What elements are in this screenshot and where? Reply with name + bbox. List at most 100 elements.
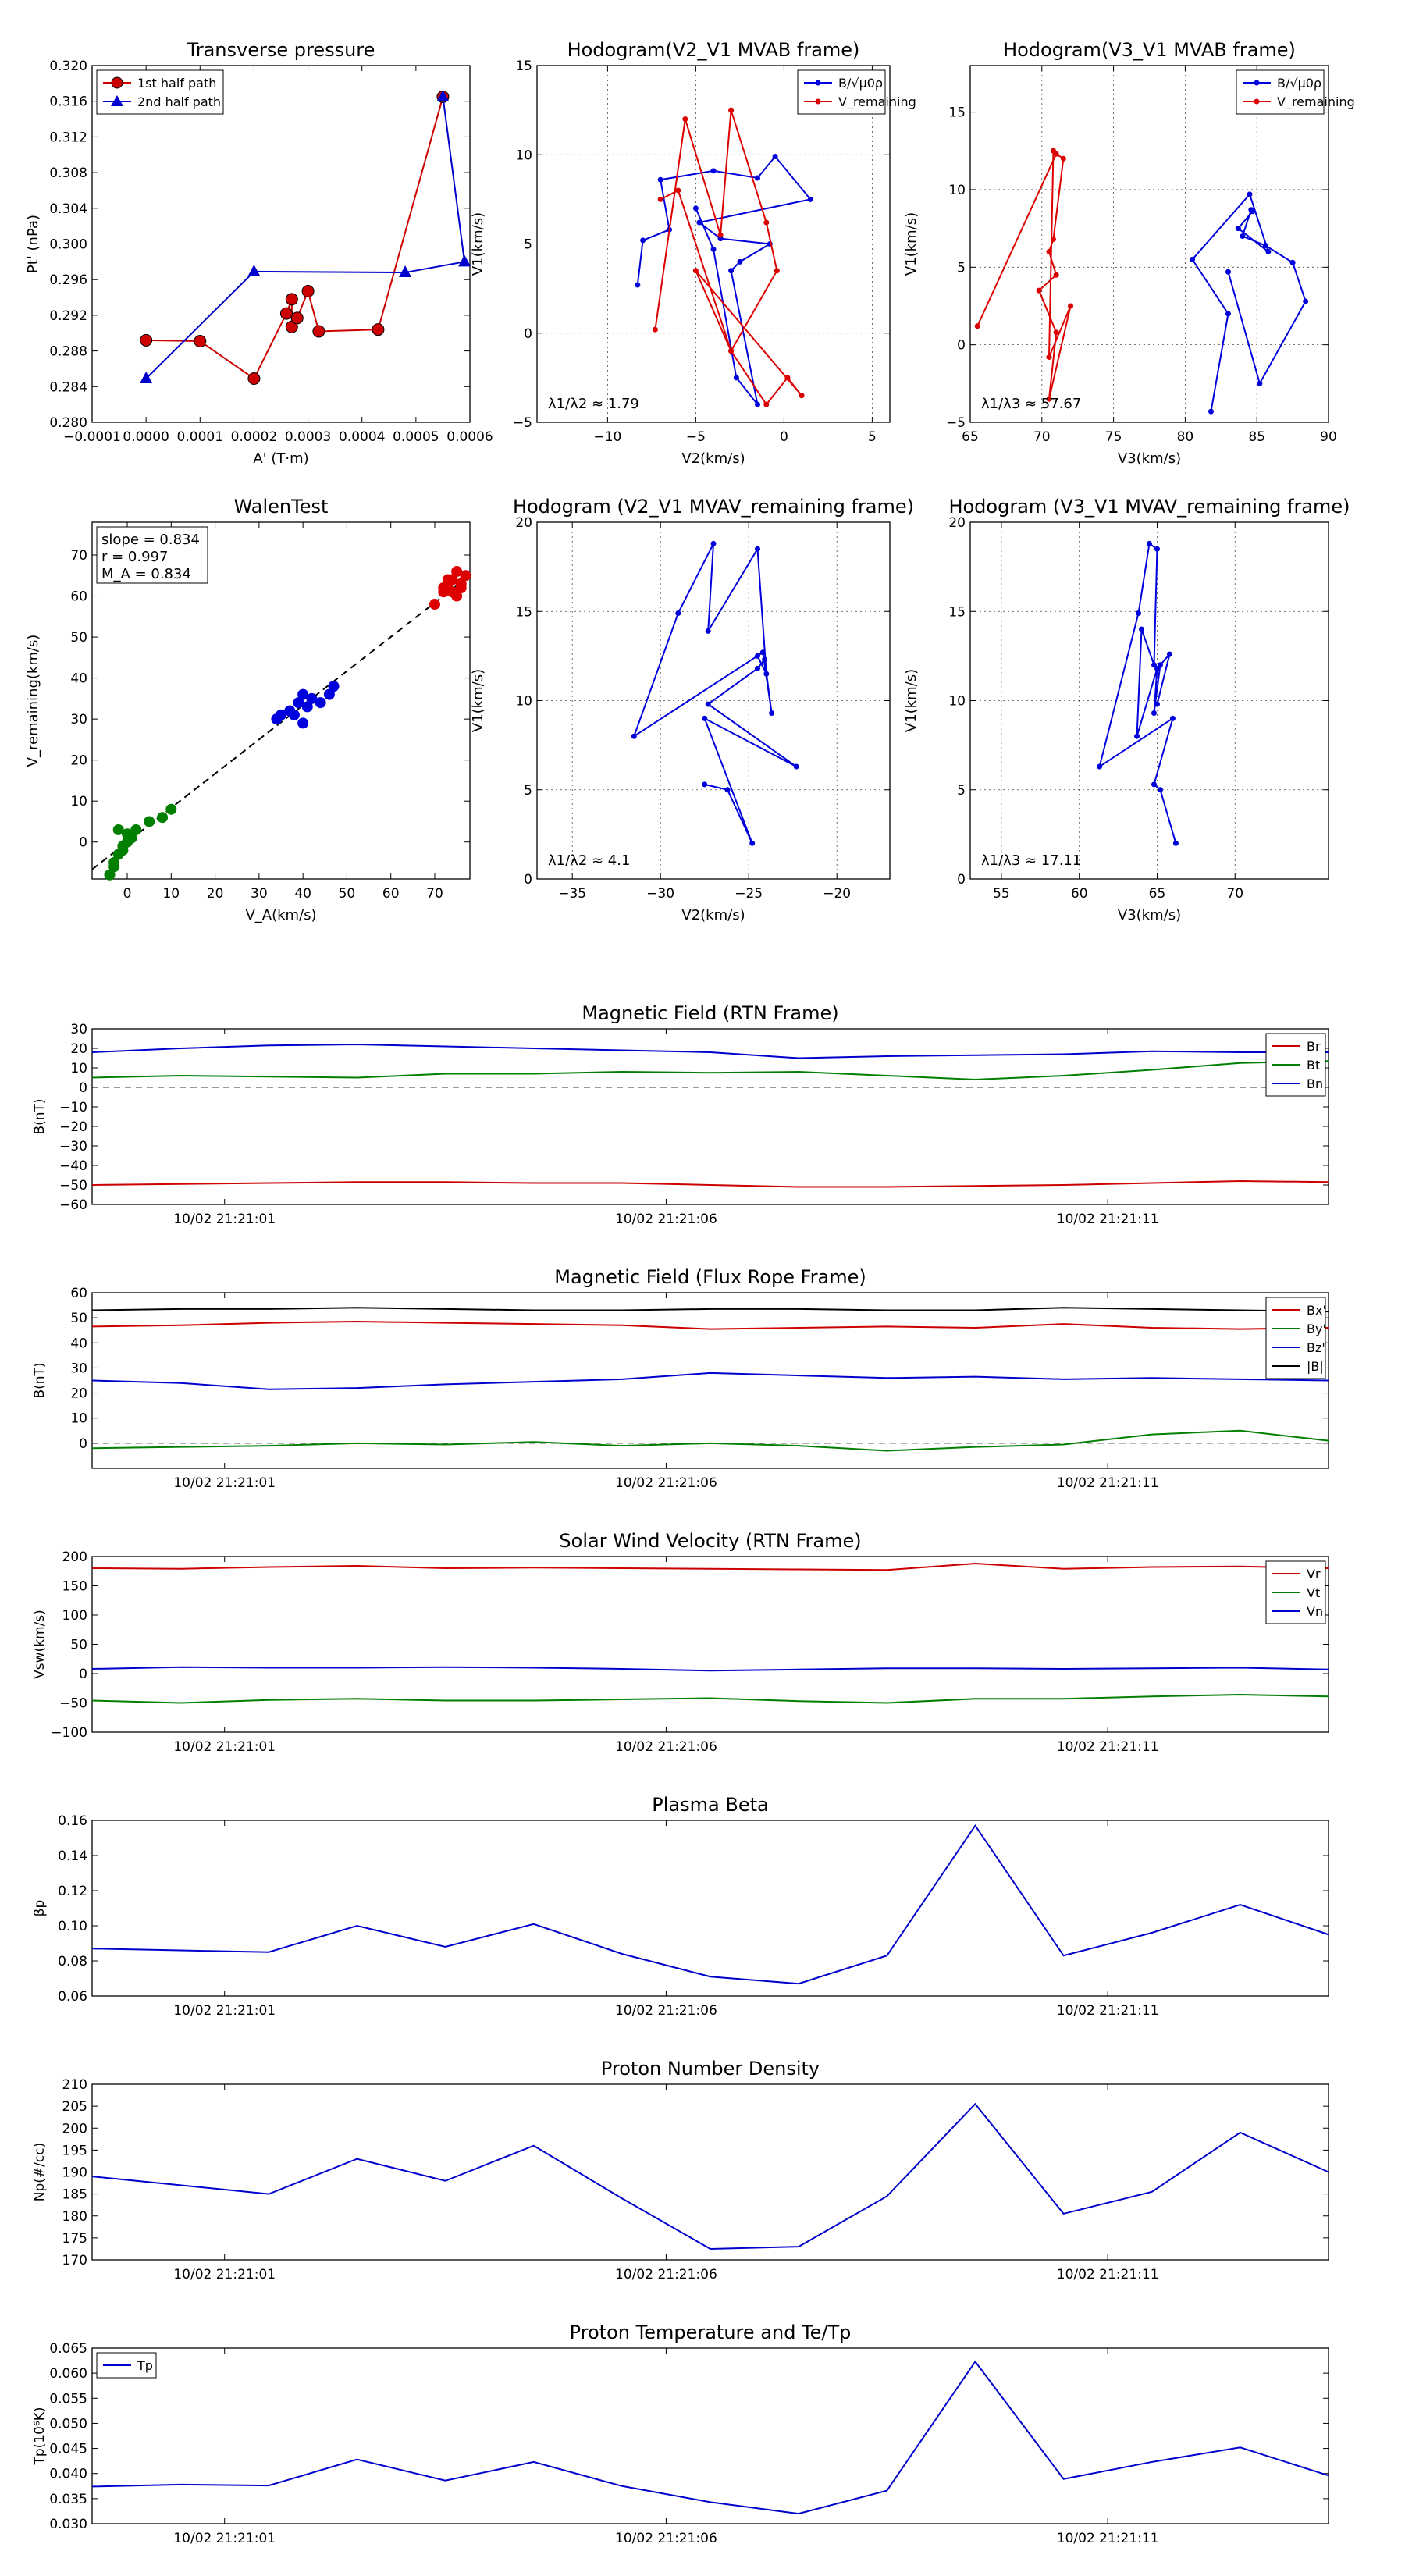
data-point — [702, 715, 708, 721]
tick-label-y: 30 — [70, 712, 87, 728]
data-point — [1172, 840, 1179, 846]
data-point — [279, 307, 293, 320]
tick-label-y: 40 — [70, 671, 87, 687]
legend-label: |B| — [1307, 1359, 1324, 1374]
plot-frame — [91, 1556, 1329, 1733]
data-point — [323, 688, 335, 700]
data-point — [1136, 610, 1142, 617]
data-point — [1225, 269, 1231, 275]
tick-label-y: 175 — [62, 2231, 87, 2247]
series-line — [91, 1693, 1329, 1704]
tick-label-x: 10/02 21:21:06 — [615, 1475, 717, 1491]
tick-label-y: 0.292 — [49, 308, 87, 324]
data-point — [755, 546, 760, 552]
data-point — [372, 323, 385, 336]
tick-label-y: 0.06 — [58, 1989, 87, 2005]
tick-label-y: 195 — [62, 2143, 87, 2158]
tick-label-y: 0.030 — [49, 2517, 87, 2532]
legend-label: B/√μ0ρ — [1277, 76, 1321, 91]
annotation: λ1/λ2 ≈ 1.79 — [548, 396, 639, 412]
tick-label-y: 10 — [515, 148, 532, 163]
tick-label-x: 0.0004 — [339, 429, 385, 445]
data-point — [301, 701, 313, 713]
tick-label-x: 10 — [162, 886, 180, 902]
tick-label-y: 0.050 — [49, 2416, 87, 2432]
data-point — [144, 816, 155, 827]
tick-label-y: 0 — [524, 872, 532, 888]
data-point — [112, 824, 124, 835]
data-point — [140, 333, 153, 347]
tick-label-x: −35 — [558, 886, 586, 902]
tick-label-y: 20 — [70, 753, 87, 769]
tick-label-x: −5 — [686, 429, 706, 445]
tick-label-x: 0.0000 — [123, 429, 169, 445]
tick-label-y: 0.304 — [49, 201, 87, 217]
data-point — [974, 323, 980, 329]
legend-marker — [815, 80, 821, 86]
axis-label-y: βp — [32, 1900, 48, 1917]
tick-label-y: −5 — [946, 415, 966, 431]
axis-label-x: V2(km/s) — [681, 450, 745, 467]
tick-label-y: 0.14 — [58, 1848, 87, 1864]
data-point — [728, 348, 735, 354]
data-point — [675, 187, 681, 194]
chart-beta: Plasma Beta 0.06 0.08 0.10 0.12 0.14 0.16 10/02… — [32, 1794, 1329, 2019]
plot-frame — [91, 1820, 1329, 1997]
legend-marker — [1254, 98, 1260, 105]
tick-label-y: 15 — [515, 59, 532, 74]
axis-label-y: B(nT) — [32, 1098, 48, 1134]
data-point — [657, 196, 663, 202]
legend-label: B/√μ0ρ — [838, 76, 883, 91]
tick-label-x: 80 — [1177, 429, 1194, 445]
chart-bfield_rtn: Magnetic Field (RTN Frame) −60 −50 −40 −30 −2… — [32, 1002, 1329, 1227]
legend-label: Vt — [1307, 1585, 1320, 1600]
annotation: λ1/λ3 ≈ 17.11 — [981, 852, 1081, 869]
data-point — [1147, 540, 1152, 546]
data-point — [733, 375, 739, 381]
data-point — [1053, 272, 1059, 278]
tick-label-y: 0.055 — [49, 2391, 87, 2407]
tick-label-x: 10/02 21:21:01 — [173, 1475, 276, 1491]
data-point — [710, 540, 717, 546]
data-point — [755, 175, 760, 181]
data-point — [297, 688, 309, 700]
tick-label-y: 0.12 — [58, 1884, 87, 1899]
data-point — [1151, 781, 1157, 788]
series-line — [91, 1666, 1329, 1672]
tick-label-y: 0 — [957, 872, 966, 888]
data-point — [122, 828, 133, 840]
data-point — [1157, 787, 1163, 793]
data-point — [104, 869, 116, 881]
tick-label-y: 0.16 — [58, 1813, 87, 1829]
data-point — [117, 845, 129, 856]
tick-label-y: 0.060 — [49, 2366, 87, 2382]
tick-label-x: 10/02 21:21:11 — [1057, 1212, 1159, 1227]
plot-frame — [536, 65, 891, 423]
data-point — [737, 258, 743, 265]
data-point — [290, 311, 304, 325]
legend-marker — [815, 98, 821, 105]
chart-title: Hodogram(V3_V1 MVAB frame) — [1003, 39, 1296, 61]
legend-label: Vn — [1307, 1604, 1323, 1619]
tick-label-x: 40 — [294, 886, 311, 902]
axis-label-y: B(nT) — [32, 1362, 48, 1398]
tick-label-y: 185 — [62, 2187, 87, 2203]
legend-box — [797, 69, 886, 115]
series-line — [91, 1823, 1329, 1985]
data-point — [438, 582, 450, 594]
legend-marker — [111, 76, 123, 89]
data-point — [710, 246, 717, 252]
data-point — [1154, 665, 1160, 671]
axis-label-x: A' (T·m) — [253, 450, 308, 467]
tick-label-y: 0.320 — [49, 59, 87, 74]
data-point — [635, 282, 641, 288]
data-point — [446, 586, 458, 598]
tick-label-y: 0 — [79, 1436, 87, 1452]
tick-label-y: 10 — [70, 794, 87, 809]
tick-label-x: 60 — [1071, 886, 1088, 902]
tick-label-y: 0 — [79, 835, 87, 851]
tick-label-x: 65 — [1149, 886, 1166, 902]
tick-label-y: 0.284 — [49, 379, 87, 395]
data-point — [705, 701, 711, 707]
